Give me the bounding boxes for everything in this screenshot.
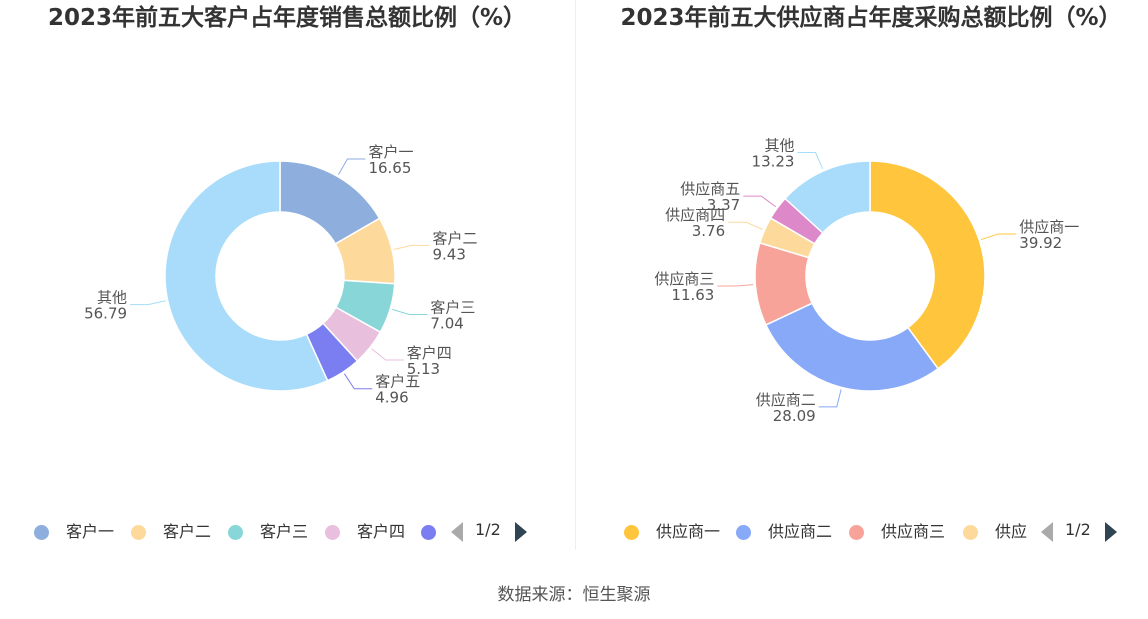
- donut-slice[interactable]: [164, 160, 329, 392]
- slice-label-value: 16.65: [368, 159, 411, 177]
- legend-swatch: [34, 525, 49, 540]
- legend-swatch: [421, 525, 436, 540]
- legend-label: 供应: [995, 522, 1028, 541]
- slice-label-name: 客户一: [368, 143, 413, 161]
- donut-slice[interactable]: [764, 302, 940, 392]
- legend-label: 客户二: [163, 522, 212, 541]
- label-leader-line: [392, 308, 428, 315]
- slice-label-name: 供应商一: [1019, 218, 1079, 236]
- slice-label-name: 其他: [764, 136, 794, 154]
- legend-next-page-icon[interactable]: [1105, 522, 1117, 542]
- slice-label-name: 客户四: [407, 344, 452, 362]
- slice-label-value: 13.23: [752, 152, 795, 170]
- label-leader-line: [818, 389, 842, 408]
- data-source: 数据来源：恒生聚源: [497, 585, 651, 605]
- legend-swatch: [849, 525, 864, 540]
- customer-chart-panel: 2023年前五大客户占年度销售总额比例（%） 客户一 16.65 客户二 9.43 客户…: [0, 0, 574, 560]
- slice-label-value: 39.92: [1019, 234, 1062, 252]
- legend-prev-page-icon[interactable]: [451, 522, 463, 542]
- label-leader-line: [130, 300, 166, 306]
- label-leader-line: [717, 284, 754, 287]
- label-leader-line: [343, 373, 373, 390]
- slice-label-name: 供应商四: [665, 206, 725, 224]
- slice-label-name: 客户二: [432, 229, 477, 247]
- legend-page-indicator: 1/2: [1065, 520, 1091, 539]
- legend-label: 客户三: [260, 522, 309, 541]
- label-leader-line: [981, 233, 1017, 241]
- chart-title: 2023年前五大客户占年度销售总额比例（%）: [47, 5, 527, 31]
- legend-swatch: [736, 525, 751, 540]
- legend-swatch: [624, 525, 639, 540]
- slice-label-name: 供应商三: [654, 270, 714, 288]
- legend-swatch: [963, 525, 978, 540]
- slice-label-value: 7.04: [430, 314, 463, 332]
- slice-label-value: 28.09: [773, 407, 816, 425]
- slice-label-value: 5.13: [407, 360, 440, 378]
- donut-slice[interactable]: [869, 160, 986, 370]
- customer-legend: 客户一 客户二 客户三 客户四 1/2: [0, 520, 574, 544]
- legend-label: 客户一: [66, 522, 115, 541]
- slice-label-value: 3.76: [692, 222, 725, 240]
- legend-swatch: [325, 525, 340, 540]
- legend-swatch: [228, 525, 243, 540]
- supplier-chart-panel: 2023年前五大供应商占年度采购总额比例（%） 供应商一 39.92 供应商二 28.…: [576, 0, 1148, 560]
- legend-page-indicator: 1/2: [475, 520, 501, 539]
- legend-swatch: [131, 525, 146, 540]
- label-leader-line: [743, 195, 777, 208]
- label-leader-line: [338, 158, 366, 175]
- slice-label-value: 11.63: [671, 286, 714, 304]
- slice-label-name: 供应商二: [756, 391, 816, 409]
- legend-label: 供应商三: [881, 522, 946, 541]
- donut-slice[interactable]: [783, 160, 871, 234]
- label-leader-line: [728, 221, 763, 230]
- slice-label-name: 供应商五: [680, 180, 740, 198]
- supplier-legend: 供应商一 供应商二 供应商三 供应 1/2: [576, 520, 1148, 544]
- slice-label-name: 客户三: [430, 298, 475, 316]
- legend-label: 供应商二: [768, 522, 833, 541]
- slice-label-value: 56.79: [84, 305, 127, 323]
- legend-prev-page-icon[interactable]: [1041, 522, 1053, 542]
- slice-label-value: 9.43: [432, 245, 465, 263]
- slice-label-name: 其他: [97, 289, 127, 307]
- label-leader-line: [371, 348, 404, 361]
- slice-label-name: 客户五: [375, 373, 420, 391]
- chart-title: 2023年前五大供应商占年度采购总额比例（%）: [620, 5, 1122, 31]
- legend-label: 供应商一: [656, 522, 721, 541]
- legend-next-page-icon[interactable]: [515, 522, 527, 542]
- panel-divider: [575, 0, 576, 550]
- legend-label: 客户四: [357, 522, 406, 541]
- slice-label-value: 4.96: [375, 389, 408, 407]
- label-leader-line: [797, 151, 824, 170]
- label-leader-line: [393, 244, 430, 250]
- slice-label-value: 3.37: [707, 196, 740, 214]
